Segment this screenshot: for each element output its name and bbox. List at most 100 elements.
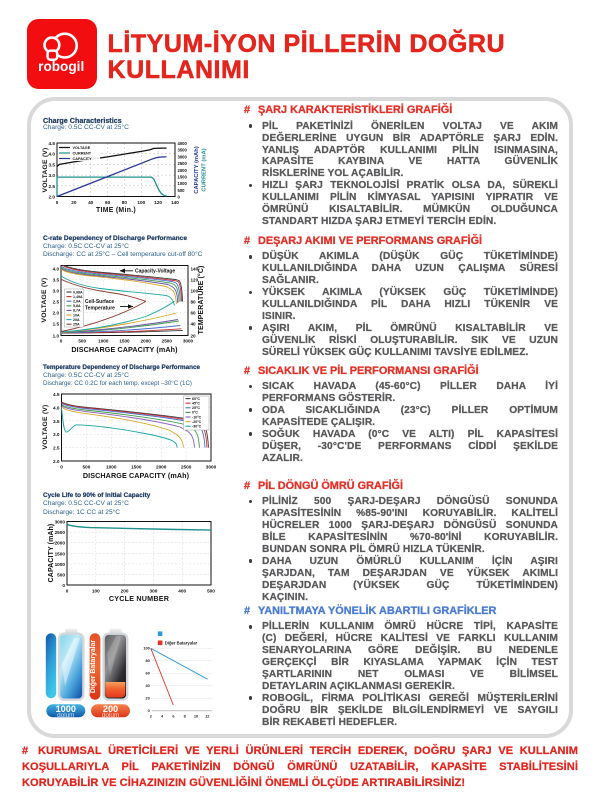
svg-text:2000: 2000 — [55, 541, 66, 546]
svg-text:CYCLE NUMBER: CYCLE NUMBER — [109, 594, 170, 603]
svg-text:1,49A: 1,49A — [73, 295, 83, 299]
svg-text:12: 12 — [205, 714, 210, 719]
svg-text:25°C: 25°C — [192, 406, 200, 410]
svg-text:100: 100 — [191, 288, 199, 293]
svg-text:2: 2 — [150, 714, 153, 719]
svg-text:0: 0 — [60, 465, 63, 470]
svg-text:3000: 3000 — [55, 520, 66, 525]
svg-text:100: 100 — [92, 589, 100, 594]
svg-text:140: 140 — [191, 266, 199, 271]
svg-text:4.0: 4.0 — [53, 266, 60, 271]
svg-text:500: 500 — [57, 572, 65, 577]
svg-text:0: 0 — [56, 200, 59, 205]
svg-text:2000: 2000 — [156, 465, 167, 470]
svg-text:1500: 1500 — [178, 174, 188, 179]
svg-text:20: 20 — [71, 200, 77, 205]
svg-text:0°C: 0°C — [192, 411, 198, 415]
svg-text:40: 40 — [191, 321, 197, 326]
svg-text:3000: 3000 — [183, 339, 194, 344]
svg-text:3.5: 3.5 — [53, 277, 60, 282]
svg-text:1.5: 1.5 — [53, 321, 60, 326]
svg-text:20: 20 — [191, 334, 197, 339]
svg-text:3.0: 3.0 — [48, 173, 55, 178]
svg-text:DISCHARGE CAPACITY (mAh): DISCHARGE CAPACITY (mAh) — [71, 345, 178, 354]
svg-text:1500: 1500 — [131, 465, 142, 470]
svg-text:140: 140 — [171, 200, 179, 205]
svg-text:20: 20 — [145, 696, 149, 701]
svg-text:dolum: dolum — [57, 712, 74, 719]
svg-text:1500: 1500 — [119, 339, 130, 344]
svg-text:3.5: 3.5 — [53, 419, 60, 424]
svg-text:60°C: 60°C — [192, 397, 200, 401]
svg-text:6: 6 — [172, 714, 175, 719]
svg-text:3500: 3500 — [178, 148, 188, 153]
svg-text:0: 0 — [178, 195, 181, 200]
svg-text:Cell-Surface: Cell-Surface — [85, 299, 114, 305]
svg-text:VOLTAGE (V): VOLTAGE (V) — [41, 278, 48, 323]
svg-text:-30°C: -30°C — [192, 425, 202, 429]
svg-text:60: 60 — [191, 310, 197, 315]
svg-text:0: 0 — [62, 583, 65, 588]
svg-text:CURRENT: CURRENT — [73, 152, 92, 156]
svg-text:0: 0 — [60, 339, 63, 344]
svg-text:2500: 2500 — [181, 465, 192, 470]
svg-text:1500: 1500 — [55, 551, 66, 556]
svg-text:Diğer Bataryalar: Diğer Bataryalar — [90, 639, 97, 693]
svg-text:2500: 2500 — [55, 530, 66, 535]
svg-text:3000: 3000 — [178, 154, 188, 159]
svg-text:CAPACITY (mAh): CAPACITY (mAh) — [48, 524, 55, 583]
svg-text:120: 120 — [154, 200, 162, 205]
svg-text:2.5: 2.5 — [48, 184, 55, 189]
svg-text:Diğer Bataryalar: Diğer Bataryalar — [165, 641, 198, 646]
svg-text:80: 80 — [145, 658, 149, 663]
svg-text:1000: 1000 — [98, 339, 109, 344]
svg-text:80: 80 — [122, 200, 128, 205]
svg-text:400: 400 — [178, 589, 186, 594]
svg-text:10A: 10A — [73, 313, 80, 317]
svg-text:2.0: 2.0 — [53, 310, 60, 315]
svg-text:-10°C: -10°C — [192, 415, 202, 419]
svg-text:45°C: 45°C — [192, 402, 200, 406]
svg-text:dolum: dolum — [102, 712, 119, 719]
svg-text:Capacity-Voltage: Capacity-Voltage — [135, 269, 175, 275]
svg-text:80: 80 — [191, 299, 197, 304]
svg-text:500: 500 — [207, 589, 215, 594]
svg-text:25A: 25A — [73, 323, 80, 327]
svg-text:4.0: 4.0 — [53, 405, 60, 410]
svg-text:4: 4 — [161, 714, 164, 719]
svg-text:20A: 20A — [73, 318, 80, 322]
svg-text:1.0: 1.0 — [53, 334, 60, 339]
svg-text:40: 40 — [145, 683, 149, 688]
svg-text:8,7A: 8,7A — [73, 309, 81, 313]
svg-text:CAPACITY: CAPACITY — [73, 157, 93, 161]
svg-text:4.5: 4.5 — [53, 392, 60, 397]
svg-text:200: 200 — [121, 589, 129, 594]
svg-text:4.0: 4.0 — [48, 152, 55, 157]
svg-text:500: 500 — [78, 339, 86, 344]
svg-text:1000: 1000 — [56, 704, 76, 714]
svg-text:300: 300 — [149, 589, 157, 594]
svg-text:2000: 2000 — [178, 168, 188, 173]
svg-text:100: 100 — [137, 200, 145, 205]
svg-text:1000: 1000 — [55, 562, 66, 567]
svg-text:robogil: robogil — [38, 59, 84, 74]
svg-text:2.0: 2.0 — [53, 459, 60, 464]
svg-text:120: 120 — [191, 277, 199, 282]
svg-text:1000: 1000 — [106, 465, 117, 470]
svg-text:3.0: 3.0 — [53, 288, 60, 293]
svg-text:2.5: 2.5 — [53, 446, 60, 451]
svg-text:TEMPERATURE (°C): TEMPERATURE (°C) — [197, 266, 205, 335]
svg-text:1000: 1000 — [178, 181, 188, 186]
svg-text:-20°C: -20°C — [192, 420, 202, 424]
svg-text:60: 60 — [145, 671, 149, 676]
svg-text:0: 0 — [148, 708, 150, 713]
svg-text:2,9A: 2,9A — [73, 300, 81, 304]
svg-text:2.0: 2.0 — [48, 195, 55, 200]
svg-text:200: 200 — [103, 704, 118, 714]
svg-text:4.5: 4.5 — [48, 141, 55, 146]
svg-text:2500: 2500 — [178, 161, 188, 166]
svg-text:DISCHARGE CAPACITY (mAh): DISCHARGE CAPACITY (mAh) — [83, 471, 190, 480]
svg-text:CURRENT (mA): CURRENT (mA) — [202, 148, 208, 191]
svg-text:3000: 3000 — [206, 465, 217, 470]
svg-text:3.5: 3.5 — [48, 162, 55, 167]
